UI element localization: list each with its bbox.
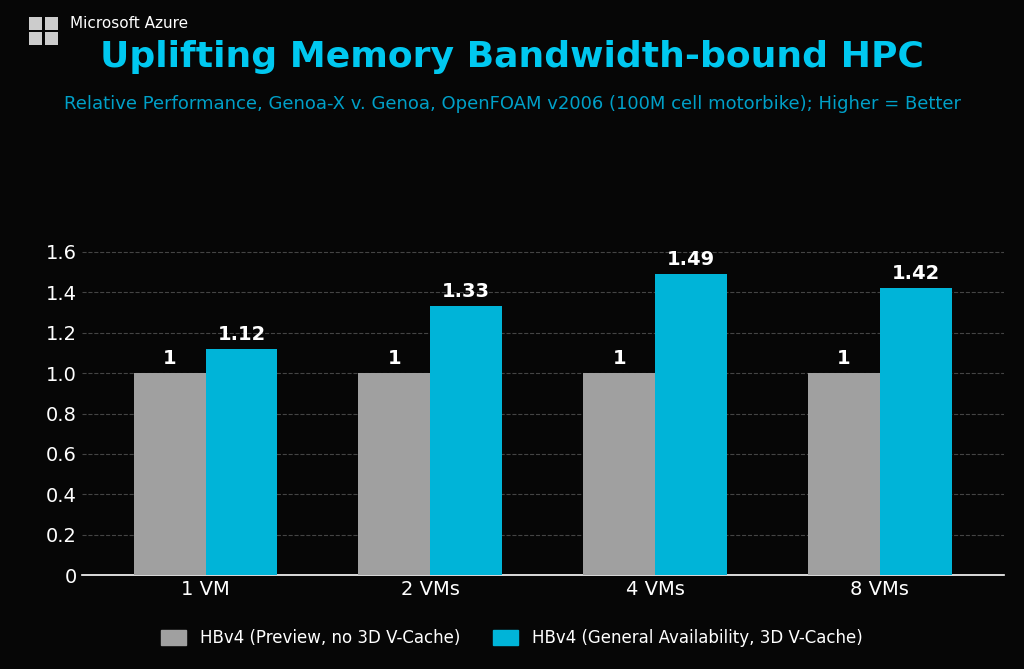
Text: 1: 1 xyxy=(612,349,626,368)
Text: 1.12: 1.12 xyxy=(217,324,265,344)
Text: 1: 1 xyxy=(163,349,176,368)
Bar xyxy=(808,373,880,575)
Bar xyxy=(655,274,727,575)
Bar xyxy=(133,373,206,575)
Text: Uplifting Memory Bandwidth-bound HPC: Uplifting Memory Bandwidth-bound HPC xyxy=(100,40,924,74)
Bar xyxy=(430,306,502,575)
Bar xyxy=(206,349,278,575)
Text: 1.33: 1.33 xyxy=(442,282,490,301)
Text: Relative Performance, Genoa-X v. Genoa, OpenFOAM v2006 (100M cell motorbike); Hi: Relative Performance, Genoa-X v. Genoa, … xyxy=(63,95,961,112)
Bar xyxy=(358,373,430,575)
Text: 1.42: 1.42 xyxy=(892,264,940,283)
Text: 1: 1 xyxy=(837,349,851,368)
Text: Microsoft Azure: Microsoft Azure xyxy=(70,16,187,31)
Bar xyxy=(584,373,655,575)
Bar xyxy=(880,288,952,575)
Text: 1: 1 xyxy=(387,349,401,368)
Legend: HBv4 (Preview, no 3D V-Cache), HBv4 (General Availability, 3D V-Cache): HBv4 (Preview, no 3D V-Cache), HBv4 (Gen… xyxy=(162,630,862,648)
Text: 1.49: 1.49 xyxy=(667,250,715,269)
